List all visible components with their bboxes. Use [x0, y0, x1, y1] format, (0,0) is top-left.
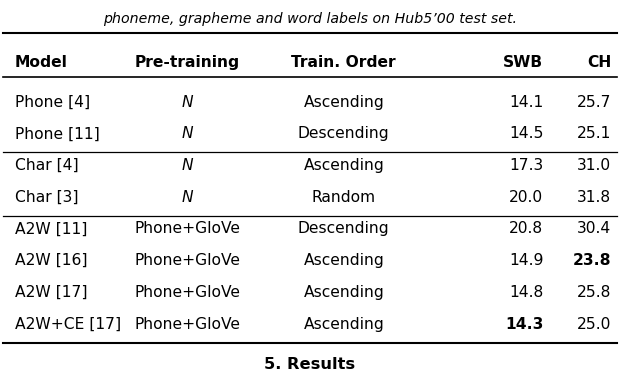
- Text: 14.5: 14.5: [509, 126, 544, 141]
- Text: CH: CH: [587, 55, 611, 70]
- Text: Ascending: Ascending: [303, 285, 384, 300]
- Text: A2W [16]: A2W [16]: [15, 253, 87, 268]
- Text: Pre-training: Pre-training: [135, 55, 240, 70]
- Text: 14.3: 14.3: [505, 317, 544, 332]
- Text: N: N: [181, 95, 193, 110]
- Text: Phone+GloVe: Phone+GloVe: [134, 221, 240, 237]
- Text: Phone+GloVe: Phone+GloVe: [134, 285, 240, 300]
- Text: N: N: [181, 190, 193, 205]
- Text: 14.1: 14.1: [509, 95, 544, 110]
- Text: 25.1: 25.1: [577, 126, 611, 141]
- Text: 14.8: 14.8: [509, 285, 544, 300]
- Text: Descending: Descending: [298, 221, 389, 237]
- Text: 5. Results: 5. Results: [265, 357, 355, 372]
- Text: phoneme, grapheme and word labels on Hub5’00 test set.: phoneme, grapheme and word labels on Hub…: [103, 12, 517, 26]
- Text: Train. Order: Train. Order: [291, 55, 396, 70]
- Text: Ascending: Ascending: [303, 95, 384, 110]
- Text: A2W+CE [17]: A2W+CE [17]: [15, 317, 121, 332]
- Text: Ascending: Ascending: [303, 317, 384, 332]
- Text: 14.9: 14.9: [509, 253, 544, 268]
- Text: 30.4: 30.4: [577, 221, 611, 237]
- Text: A2W [11]: A2W [11]: [15, 221, 87, 237]
- Text: 25.0: 25.0: [577, 317, 611, 332]
- Text: 23.8: 23.8: [573, 253, 611, 268]
- Text: Char [3]: Char [3]: [15, 190, 79, 205]
- Text: Phone [11]: Phone [11]: [15, 126, 100, 141]
- Text: N: N: [181, 126, 193, 141]
- Text: 31.8: 31.8: [577, 190, 611, 205]
- Text: Phone+GloVe: Phone+GloVe: [134, 317, 240, 332]
- Text: Random: Random: [312, 190, 376, 205]
- Text: 20.0: 20.0: [510, 190, 544, 205]
- Text: 25.8: 25.8: [577, 285, 611, 300]
- Text: Ascending: Ascending: [303, 253, 384, 268]
- Text: 17.3: 17.3: [509, 158, 544, 173]
- Text: Ascending: Ascending: [303, 158, 384, 173]
- Text: SWB: SWB: [503, 55, 544, 70]
- Text: Model: Model: [15, 55, 68, 70]
- Text: Descending: Descending: [298, 126, 389, 141]
- Text: Phone+GloVe: Phone+GloVe: [134, 253, 240, 268]
- Text: 20.8: 20.8: [510, 221, 544, 237]
- Text: A2W [17]: A2W [17]: [15, 285, 87, 300]
- Text: 25.7: 25.7: [577, 95, 611, 110]
- Text: 31.0: 31.0: [577, 158, 611, 173]
- Text: Char [4]: Char [4]: [15, 158, 79, 173]
- Text: Phone [4]: Phone [4]: [15, 95, 90, 110]
- Text: N: N: [181, 158, 193, 173]
